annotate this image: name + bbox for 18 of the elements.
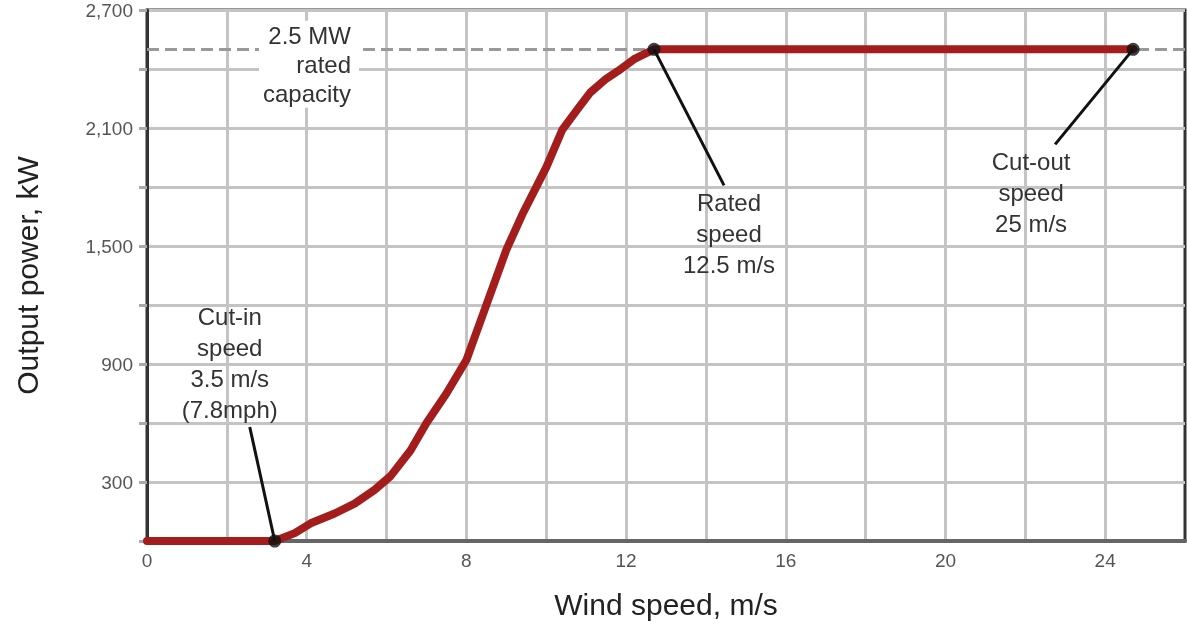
ref-line-label: 2.5 MW rated capacity: [262, 21, 352, 107]
y-tick-label: 300: [101, 471, 133, 493]
x-tick-label: 16: [775, 550, 797, 571]
x-tick-label: 0: [141, 550, 153, 571]
x-tick-label: 4: [301, 550, 313, 571]
y-tick-label: 1,500: [85, 235, 133, 257]
y-axis-title: Output power, kW: [10, 155, 44, 395]
annotation: Rated speed 12.5 m/s: [683, 189, 776, 279]
y-tick-label: 900: [101, 353, 133, 375]
x-tick-label: 12: [615, 550, 637, 571]
x-axis-title: Wind speed, m/s: [554, 587, 778, 621]
x-tick-label: 20: [934, 550, 957, 571]
x-tick-label: 24: [1094, 550, 1117, 571]
y-tick-label: 2,700: [85, 0, 133, 21]
annotation: Cut-in speed 3.5 m/s (7.8mph): [181, 303, 278, 423]
y-tick-label: 2,100: [85, 117, 133, 139]
x-tick-label: 8: [461, 550, 472, 571]
annotation: Cut-out speed 25 m/s: [991, 148, 1071, 238]
